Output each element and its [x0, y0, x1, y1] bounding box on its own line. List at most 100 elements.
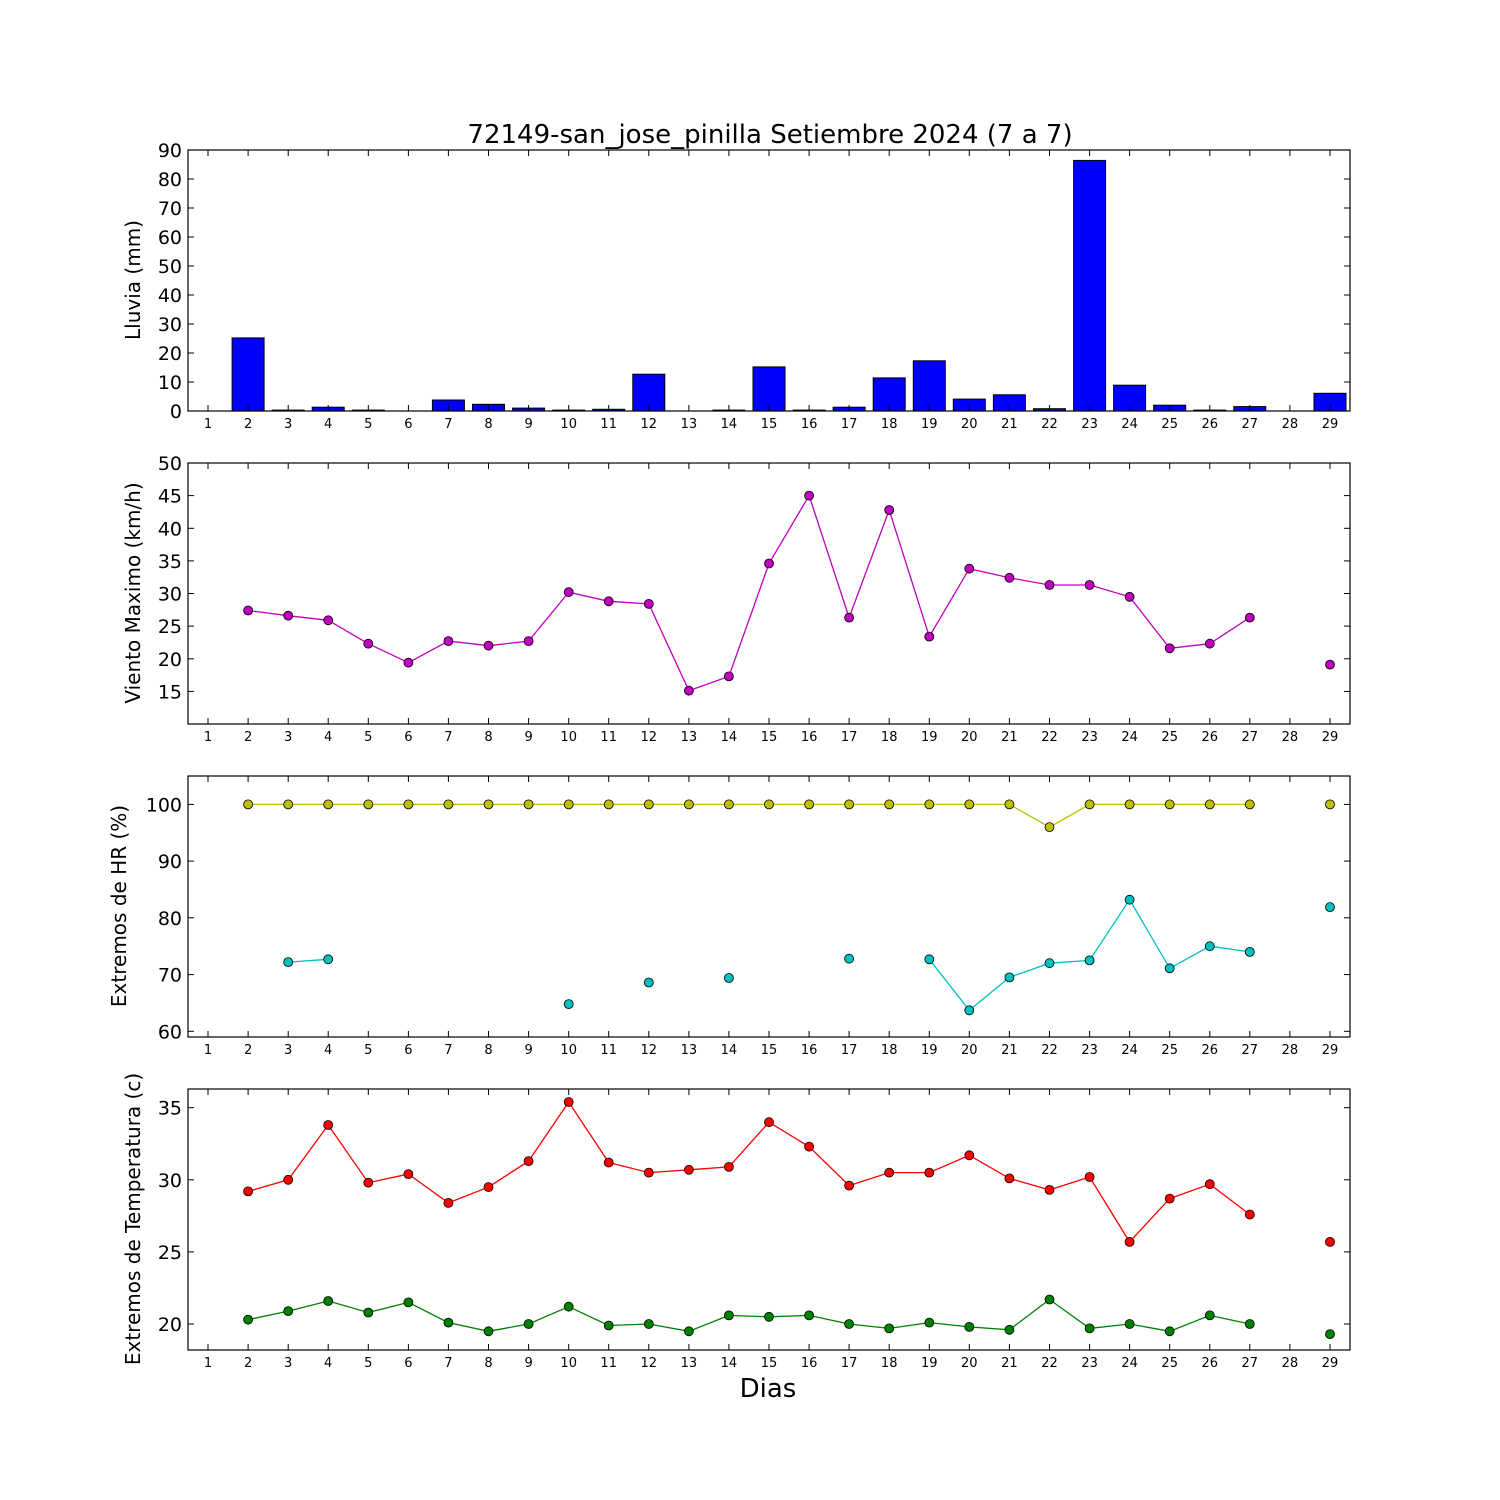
lluvia-bar-day-23 [1073, 159, 1107, 412]
hr-xtick-label: 17 [841, 1043, 858, 1058]
temperatura-series-0-point-day-6 [403, 1169, 414, 1179]
temperatura-series-0-point-day-8 [483, 1182, 494, 1192]
lluvia-xtick-label: 2 [244, 417, 252, 432]
hr-series-1-point-day-27 [1244, 946, 1255, 957]
temperatura-xtick-label: 14 [721, 1356, 738, 1371]
hr-xtick-label: 20 [961, 1043, 978, 1058]
viento-ytick-label: 50 [158, 453, 182, 475]
x-axis-label: Dias [740, 1374, 797, 1404]
lluvia-ytick-label: 70 [158, 198, 182, 220]
temperatura-series-0-point-day-2 [243, 1186, 253, 1197]
lluvia-xtick-label: 5 [364, 417, 372, 432]
temperatura-series-1-point-day-3 [283, 1306, 294, 1317]
hr-series-1-point-day-17 [844, 953, 854, 964]
viento-xtick-label: 11 [600, 730, 617, 745]
hr-series-0-point-day-10 [563, 799, 574, 810]
viento-series-0-point-day-5 [363, 638, 374, 649]
hr-series-1-point-day-12 [643, 977, 654, 988]
lluvia-xtick-label: 24 [1121, 417, 1138, 432]
hr-series-0-point-day-4 [323, 799, 334, 810]
hr-series-1-point-day-14 [724, 973, 734, 983]
lluvia-bar-day-2 [231, 337, 265, 412]
hr-series-0-point-day-23 [1084, 799, 1095, 810]
viento-series-0-point-day-9 [523, 636, 534, 647]
temperatura-series-1-point-day-15 [764, 1311, 774, 1322]
viento-series-0-point-day-29 [1325, 659, 1335, 670]
viento-series-0-point-day-16 [804, 490, 814, 501]
temperatura-series-0-point-day-26 [1204, 1179, 1215, 1190]
viento-ytick-label: 20 [158, 649, 182, 671]
hr-xtick-label: 5 [364, 1043, 372, 1058]
hr-series-0-point-day-9 [523, 799, 534, 810]
temperatura-xtick-label: 8 [484, 1356, 492, 1371]
temperatura-series-1-point-day-29 [1325, 1329, 1335, 1340]
temperatura-series-1-point-day-11 [603, 1320, 614, 1331]
temperatura-series-0-point-day-9 [523, 1156, 534, 1166]
temperatura-xtick-label: 6 [404, 1356, 412, 1371]
hr-ytick-label: 90 [158, 851, 182, 873]
hr-series-0-point-day-21 [1004, 799, 1015, 810]
viento-xtick-label: 22 [1041, 730, 1058, 745]
temperatura-series-0-point-day-20 [964, 1150, 975, 1161]
temperatura-series-0-point-day-3 [283, 1174, 294, 1185]
temperatura-xtick-label: 24 [1121, 1356, 1138, 1371]
temperatura-xtick-label: 29 [1322, 1356, 1339, 1371]
viento-series-0-point-day-24 [1124, 591, 1135, 602]
temperatura-series-1-point-day-17 [844, 1319, 854, 1329]
viento-xtick-label: 7 [444, 730, 452, 745]
viento-xtick-label: 14 [721, 730, 738, 745]
temperatura-xtick-label: 21 [1001, 1356, 1018, 1371]
hr-series-1-point-day-29 [1325, 902, 1335, 913]
lluvia-xtick-label: 9 [524, 417, 532, 432]
temperatura-xtick-label: 23 [1081, 1356, 1098, 1371]
temperatura-series-0-point-day-23 [1084, 1172, 1095, 1182]
viento-series-0-point-day-18 [884, 505, 895, 515]
hr-series-0-point-day-26 [1204, 799, 1215, 810]
viento-ytick-label: 35 [158, 551, 182, 573]
temperatura-series-1-point-day-19 [924, 1317, 935, 1328]
lluvia-xtick-label: 6 [404, 417, 412, 432]
hr-series-0-point-day-19 [924, 799, 935, 810]
viento-series-0-point-day-6 [403, 657, 414, 668]
hr-series-0-point-day-29 [1325, 799, 1335, 810]
temperatura-series-1-point-day-9 [523, 1319, 534, 1329]
temperatura-series-0-point-day-17 [844, 1180, 854, 1191]
viento-ytick-label: 25 [158, 616, 182, 638]
viento-series [243, 490, 1335, 696]
lluvia-xtick-label: 4 [324, 417, 332, 432]
temperatura-series-0-point-day-21 [1004, 1173, 1015, 1184]
hr-xtick-label: 22 [1041, 1043, 1058, 1058]
hr-xtick-label: 14 [721, 1043, 738, 1058]
temperatura-series-0-point-day-4 [323, 1120, 334, 1130]
viento-series-0-point-day-12 [643, 598, 654, 609]
lluvia-xtick-label: 1 [204, 417, 212, 432]
ylabel-lluvia: Lluvia (mm) [121, 220, 145, 340]
temperatura-series-1-point-day-7 [443, 1317, 454, 1328]
temperatura-xtick-label: 1 [204, 1356, 212, 1371]
viento-series-0-point-day-3 [283, 610, 294, 621]
temperatura-xtick-label: 5 [364, 1356, 372, 1371]
hr-xtick-label: 23 [1081, 1043, 1098, 1058]
viento-series-0-point-day-4 [323, 615, 334, 626]
hr-series-0-point-day-7 [443, 799, 454, 810]
viento-series-0-point-day-8 [483, 640, 494, 651]
temperatura-series-0-point-day-18 [884, 1167, 895, 1178]
hr-series-1-point-day-21 [1004, 972, 1015, 983]
lluvia-xtick-label: 26 [1202, 417, 1219, 432]
hr-xtick-label: 24 [1121, 1043, 1138, 1058]
temperatura-ytick-label: 20 [158, 1314, 182, 1336]
temperatura-series-1-point-day-27 [1244, 1319, 1255, 1329]
hr-ytick-label: 100 [146, 794, 182, 816]
hr-series-1-point-day-3 [283, 957, 294, 968]
lluvia-xtick-label: 27 [1242, 417, 1259, 432]
lluvia-xtick-label: 28 [1282, 417, 1299, 432]
hr-ytick-label: 70 [158, 965, 182, 987]
temperatura-series-1-point-day-16 [804, 1310, 814, 1321]
hr-xtick-label: 7 [444, 1043, 452, 1058]
viento-xtick-label: 29 [1322, 730, 1339, 745]
viento-ytick-label: 45 [158, 486, 182, 508]
temperatura-xtick-label: 9 [524, 1356, 532, 1371]
temperatura-xtick-label: 15 [761, 1356, 778, 1371]
viento-xtick-label: 27 [1242, 730, 1259, 745]
lluvia-xtick-label: 20 [961, 417, 978, 432]
